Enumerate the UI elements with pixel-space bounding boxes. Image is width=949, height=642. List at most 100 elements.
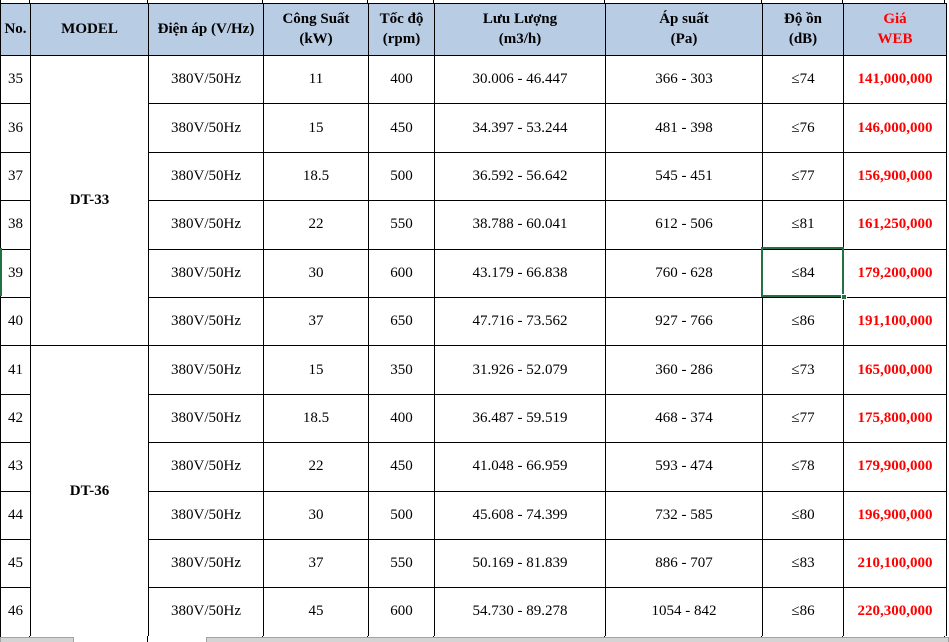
cell-flow[interactable]: 43.179 - 66.838 (434, 248, 606, 298)
cell-voltage[interactable]: 380V/50Hz (148, 54, 264, 105)
cell-voltage[interactable]: 380V/50Hz (148, 248, 264, 298)
cell-noise[interactable]: ≤73 (762, 345, 844, 395)
cell-power[interactable]: 30 (263, 248, 369, 298)
cell-flow[interactable]: 47.716 - 73.562 (434, 296, 606, 347)
header-price[interactable]: Giá WEB (843, 3, 947, 56)
cell-power[interactable]: 22 (263, 442, 369, 492)
bottom-scrollbar-fragment-right[interactable] (206, 637, 949, 642)
header-flow[interactable]: Lưu Lượng (m3/h) (434, 3, 606, 56)
header-no[interactable]: No. (0, 3, 31, 56)
cell-voltage[interactable]: 380V/50Hz (148, 538, 264, 589)
cell-price[interactable]: 191,100,000 (843, 296, 947, 347)
cell-pressure[interactable]: 593 - 474 (605, 442, 763, 492)
cell-pressure[interactable]: 760 - 628 (605, 248, 763, 298)
cell-model-dt36[interactable]: DT-36 (30, 345, 149, 637)
cell-flow[interactable]: 36.592 - 56.642 (434, 151, 606, 202)
cell-no[interactable]: 42 (0, 393, 31, 444)
cell-speed[interactable]: 600 (368, 248, 435, 298)
header-power[interactable]: Công Suất (kW) (263, 3, 369, 56)
cell-voltage[interactable]: 380V/50Hz (148, 151, 264, 202)
cell-flow[interactable]: 50.169 - 81.839 (434, 538, 606, 589)
cell-speed[interactable]: 400 (368, 393, 435, 444)
cell-pressure[interactable]: 1054 - 842 (605, 587, 763, 637)
cell-flow[interactable]: 30.006 - 46.447 (434, 54, 606, 105)
cell-power[interactable]: 18.5 (263, 151, 369, 202)
cell-flow[interactable]: 34.397 - 53.244 (434, 103, 606, 153)
cell-price[interactable]: 210,100,000 (843, 538, 947, 589)
cell-pressure[interactable]: 732 - 585 (605, 490, 763, 540)
cell-no[interactable]: 45 (0, 538, 31, 589)
cell-no[interactable]: 38 (0, 200, 31, 250)
cell-power[interactable]: 37 (263, 538, 369, 589)
cell-speed[interactable]: 500 (368, 151, 435, 202)
cell-noise[interactable]: ≤77 (762, 393, 844, 444)
header-model[interactable]: MODEL (30, 3, 149, 56)
cell-voltage[interactable]: 380V/50Hz (148, 345, 264, 395)
cell-speed[interactable]: 350 (368, 345, 435, 395)
cell-noise[interactable]: ≤86 (762, 296, 844, 347)
header-pressure[interactable]: Áp suất (Pa) (605, 3, 763, 56)
bottom-scrollbar-fragment-left[interactable] (0, 637, 74, 642)
cell-noise[interactable]: ≤78 (762, 442, 844, 492)
cell-price[interactable]: 179,900,000 (843, 442, 947, 492)
cell-noise[interactable]: ≤83 (762, 538, 844, 589)
cell-price[interactable]: 165,000,000 (843, 345, 947, 395)
cell-no[interactable]: 43 (0, 442, 31, 492)
cell-voltage[interactable]: 380V/50Hz (148, 296, 264, 347)
cell-no[interactable]: 35 (0, 54, 31, 105)
cell-power[interactable]: 30 (263, 490, 369, 540)
cell-price[interactable]: 141,000,000 (843, 54, 947, 105)
header-speed[interactable]: Tốc độ (rpm) (368, 3, 435, 56)
cell-price[interactable]: 156,900,000 (843, 151, 947, 202)
cell-pressure[interactable]: 886 - 707 (605, 538, 763, 589)
cell-power[interactable]: 11 (263, 54, 369, 105)
cell-no[interactable]: 41 (0, 345, 31, 395)
cell-flow[interactable]: 41.048 - 66.959 (434, 442, 606, 492)
cell-noise[interactable]: ≤86 (762, 587, 844, 637)
cell-voltage[interactable]: 380V/50Hz (148, 200, 264, 250)
cell-no[interactable]: 44 (0, 490, 31, 540)
cell-model-dt33[interactable]: DT-33 (30, 54, 149, 347)
cell-pressure[interactable]: 360 - 286 (605, 345, 763, 395)
cell-no[interactable]: 40 (0, 296, 31, 347)
cell-power[interactable]: 22 (263, 200, 369, 250)
cell-no[interactable]: 36 (0, 103, 31, 153)
cell-noise[interactable]: ≤74 (762, 54, 844, 105)
cell-pressure[interactable]: 366 - 303 (605, 54, 763, 105)
cell-speed[interactable]: 500 (368, 490, 435, 540)
cell-speed[interactable]: 450 (368, 442, 435, 492)
selection-fill-handle[interactable] (841, 294, 847, 300)
cell-price[interactable]: 161,250,000 (843, 200, 947, 250)
cell-no[interactable]: 46 (0, 587, 31, 637)
cell-power[interactable]: 15 (263, 345, 369, 395)
cell-speed[interactable]: 550 (368, 200, 435, 250)
cell-voltage[interactable]: 380V/50Hz (148, 393, 264, 444)
cell-speed[interactable]: 600 (368, 587, 435, 637)
cell-no[interactable]: 37 (0, 151, 31, 202)
cell-voltage[interactable]: 380V/50Hz (148, 587, 264, 637)
cell-speed[interactable]: 450 (368, 103, 435, 153)
cell-pressure[interactable]: 481 - 398 (605, 103, 763, 153)
cell-power[interactable]: 15 (263, 103, 369, 153)
cell-pressure[interactable]: 612 - 506 (605, 200, 763, 250)
cell-voltage[interactable]: 380V/50Hz (148, 442, 264, 492)
cell-flow[interactable]: 36.487 - 59.519 (434, 393, 606, 444)
cell-price[interactable]: 175,800,000 (843, 393, 947, 444)
cell-power[interactable]: 37 (263, 296, 369, 347)
cell-price[interactable]: 196,900,000 (843, 490, 947, 540)
cell-flow[interactable]: 38.788 - 60.041 (434, 200, 606, 250)
active-cell-selection-border[interactable] (761, 247, 847, 300)
header-voltage[interactable]: Điện áp (V/Hz) (148, 3, 264, 56)
cell-price[interactable]: 146,000,000 (843, 103, 947, 153)
cell-speed[interactable]: 550 (368, 538, 435, 589)
cell-noise[interactable]: ≤76 (762, 103, 844, 153)
cell-pressure[interactable]: 545 - 451 (605, 151, 763, 202)
cell-flow[interactable]: 31.926 - 52.079 (434, 345, 606, 395)
cell-voltage[interactable]: 380V/50Hz (148, 490, 264, 540)
cell-voltage[interactable]: 380V/50Hz (148, 103, 264, 153)
header-noise[interactable]: Độ ồn (dB) (762, 3, 844, 56)
cell-speed[interactable]: 650 (368, 296, 435, 347)
cell-noise[interactable]: ≤80 (762, 490, 844, 540)
cell-price[interactable]: 179,200,000 (843, 248, 947, 298)
cell-power[interactable]: 45 (263, 587, 369, 637)
